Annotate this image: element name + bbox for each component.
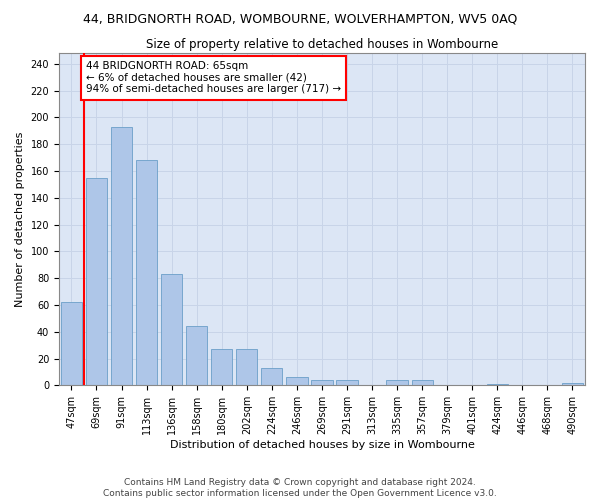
Bar — [111, 126, 132, 386]
Bar — [311, 380, 332, 386]
Bar — [412, 380, 433, 386]
Y-axis label: Number of detached properties: Number of detached properties — [15, 132, 25, 307]
Bar — [211, 349, 232, 386]
Bar — [236, 349, 257, 386]
Bar — [386, 380, 408, 386]
Title: Size of property relative to detached houses in Wombourne: Size of property relative to detached ho… — [146, 38, 498, 51]
Bar — [562, 382, 583, 386]
Bar — [337, 380, 358, 386]
Bar — [161, 274, 182, 386]
Text: 44, BRIDGNORTH ROAD, WOMBOURNE, WOLVERHAMPTON, WV5 0AQ: 44, BRIDGNORTH ROAD, WOMBOURNE, WOLVERHA… — [83, 12, 517, 26]
Bar — [86, 178, 107, 386]
Bar — [487, 384, 508, 386]
Text: 44 BRIDGNORTH ROAD: 65sqm
← 6% of detached houses are smaller (42)
94% of semi-d: 44 BRIDGNORTH ROAD: 65sqm ← 6% of detach… — [86, 61, 341, 94]
Text: Contains HM Land Registry data © Crown copyright and database right 2024.
Contai: Contains HM Land Registry data © Crown c… — [103, 478, 497, 498]
X-axis label: Distribution of detached houses by size in Wombourne: Distribution of detached houses by size … — [170, 440, 475, 450]
Bar — [261, 368, 283, 386]
Bar — [186, 326, 208, 386]
Bar — [286, 378, 308, 386]
Bar — [61, 302, 82, 386]
Bar — [136, 160, 157, 386]
